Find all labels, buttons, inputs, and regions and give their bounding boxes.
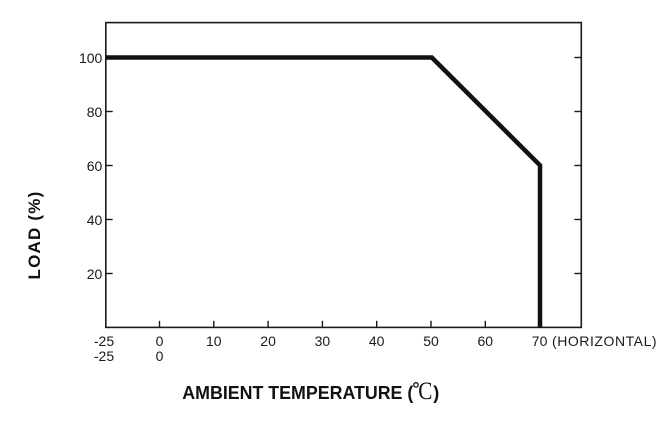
- svg-text:): ): [433, 383, 439, 403]
- svg-text:C: C: [418, 377, 432, 405]
- svg-text:AMBIENT TEMPERATURE (: AMBIENT TEMPERATURE (: [182, 383, 413, 403]
